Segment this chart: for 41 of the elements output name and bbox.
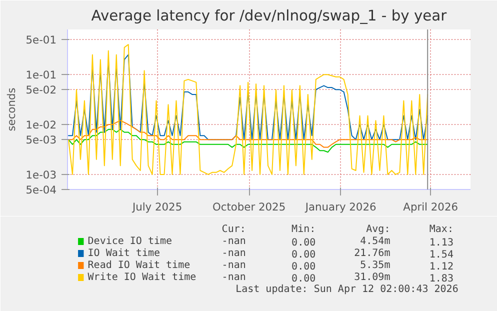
y-tick-label: 5e-01 xyxy=(26,34,57,47)
text: -nan xyxy=(222,248,246,259)
text: Avg: xyxy=(366,224,390,235)
text: 1.13 xyxy=(429,238,454,248)
text: 1.12 xyxy=(429,262,454,272)
text: Min: xyxy=(292,224,316,235)
y-tick-label: 5e-02 xyxy=(26,84,57,97)
line-series xyxy=(68,120,428,148)
x-tick-label: July 2025 xyxy=(131,200,182,214)
y-tick-label: 1e-01 xyxy=(26,68,57,82)
x-tick-label: April 2026 xyxy=(403,200,458,214)
y-tick-label: 1e-03 xyxy=(26,168,57,182)
legend-label: Read IO Wait time xyxy=(88,260,190,271)
chart-title: Average latency for /dev/nlnog/swap_1 - by year xyxy=(91,8,448,24)
y-tick-label: 5e-03 xyxy=(26,134,57,147)
x-tick-label: October 2025 xyxy=(212,200,286,214)
text: 5.35m xyxy=(360,260,390,271)
y-axis-title: seconds xyxy=(4,87,18,132)
legend-label: Write IO Wait time xyxy=(88,272,196,283)
text: 21.76m xyxy=(354,248,390,259)
text: 0.00 xyxy=(292,274,316,284)
legend-label: Device IO time xyxy=(88,236,172,247)
x-tick-label: January 2026 xyxy=(304,200,376,214)
text: Cur: xyxy=(222,224,246,235)
y-tick-label: 5e-04 xyxy=(26,184,57,196)
text: Max: xyxy=(429,224,454,235)
line-series xyxy=(68,128,428,153)
text: Last update: Sun Apr 12 02:00:43 2026 xyxy=(236,284,458,295)
y-tick-label: 1e-02 xyxy=(26,118,57,132)
text: 0.00 xyxy=(292,250,316,260)
text: 0.00 xyxy=(292,262,316,272)
text: -nan xyxy=(222,236,246,247)
text: 31.09m xyxy=(354,272,390,283)
text: 1.83 xyxy=(429,274,454,284)
legend-label: IO Wait time xyxy=(88,248,160,259)
text: 4.54m xyxy=(360,236,390,247)
text: 0.00 xyxy=(292,238,316,248)
line-series xyxy=(68,44,428,175)
text: 1.54 xyxy=(429,250,454,260)
text: -nan xyxy=(222,260,246,271)
text: -nan xyxy=(222,272,246,283)
